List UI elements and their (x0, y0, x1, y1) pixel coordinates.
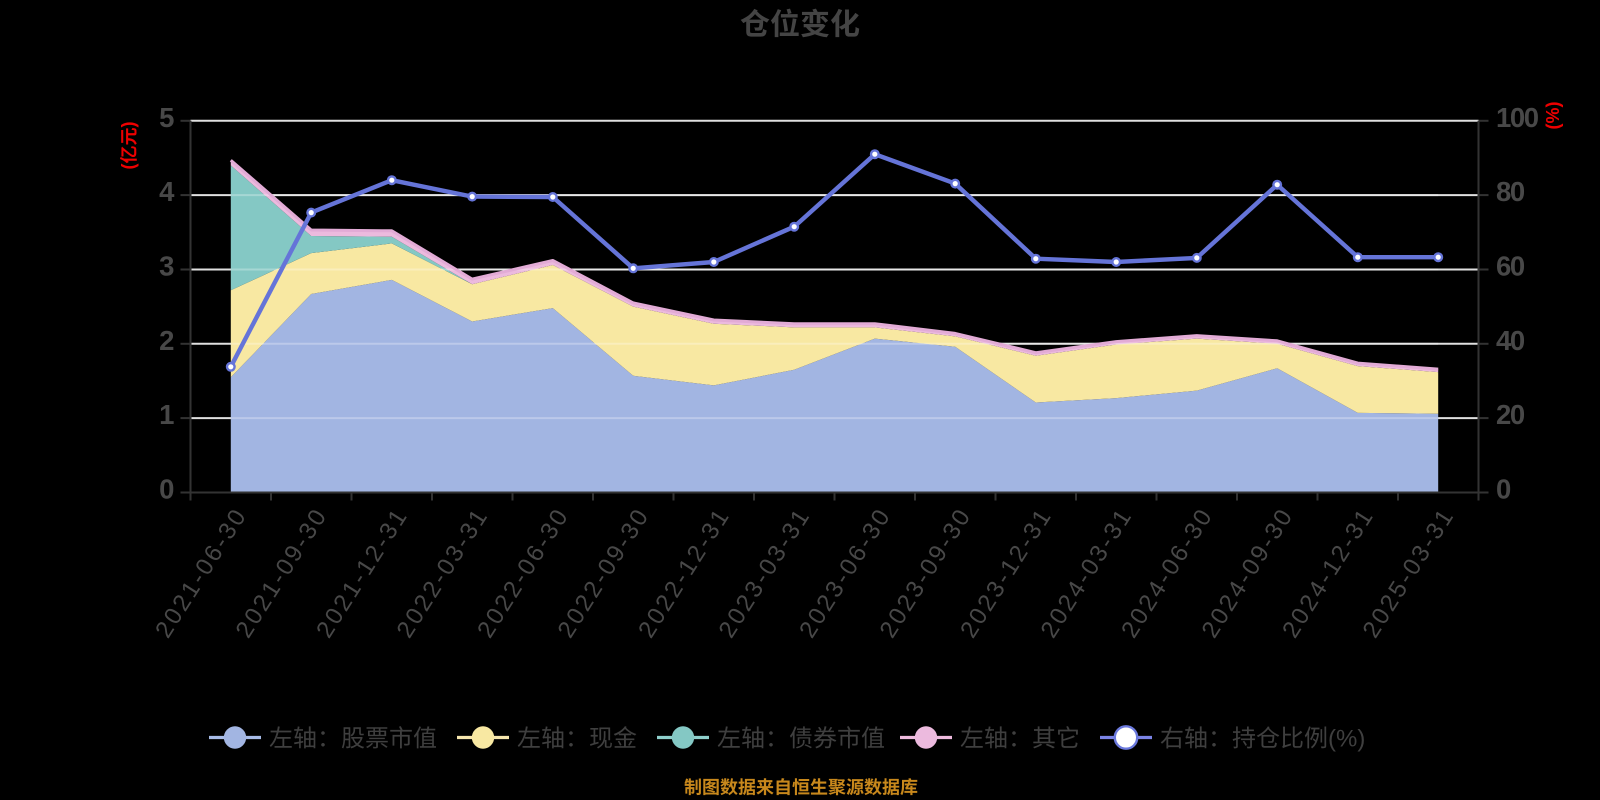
svg-text:2: 2 (159, 325, 174, 356)
svg-text:(: ( (119, 164, 139, 170)
svg-text:4: 4 (159, 176, 175, 207)
svg-text:80: 80 (1496, 176, 1525, 207)
svg-text:0: 0 (159, 474, 174, 505)
svg-text:1: 1 (159, 399, 174, 430)
svg-text:100: 100 (1496, 102, 1539, 133)
svg-text:20: 20 (1496, 399, 1525, 430)
svg-text:0: 0 (1496, 474, 1511, 505)
svg-text:40: 40 (1496, 325, 1525, 356)
svg-text:): ) (119, 122, 139, 128)
svg-text:3: 3 (159, 251, 174, 282)
svg-text:60: 60 (1496, 251, 1525, 282)
svg-text:(%): (%) (1328, 726, 1365, 753)
svg-text:(%): (%) (1543, 102, 1563, 130)
svg-text:5: 5 (159, 102, 174, 133)
